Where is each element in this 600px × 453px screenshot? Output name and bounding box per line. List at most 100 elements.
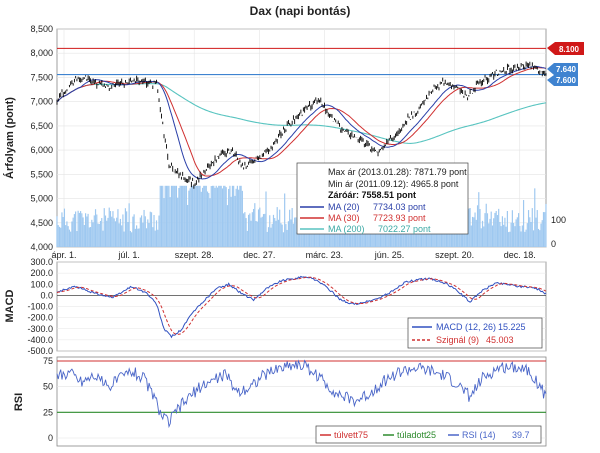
volume-bar: [240, 185, 242, 247]
volume-bar: [534, 188, 536, 247]
volume-bar: [119, 218, 122, 247]
volume-bar: [545, 203, 547, 247]
price-series: [56, 47, 547, 189]
ma20-line: [56, 66, 547, 180]
rsi-y-axis-label: RSI: [13, 393, 25, 411]
volume-bar: [442, 226, 444, 247]
volume-bar: [219, 185, 221, 247]
volume-bar: [424, 223, 426, 247]
volume-bar: [498, 208, 500, 247]
volume-bar: [94, 209, 97, 247]
rsi-line: [56, 359, 547, 429]
macd-y-tick: 0.0: [40, 290, 53, 300]
price-y-tick: 4,500: [30, 218, 53, 228]
volume-bar: [167, 185, 169, 247]
macd-legend: MACD (12, 26) 15.225 Szignál (9) 45.003: [407, 317, 543, 349]
volume-bar: [194, 185, 196, 247]
volume-bar: [173, 185, 175, 247]
volume-bar: [244, 212, 246, 247]
volume-bar: [414, 230, 416, 247]
volume-bar: [402, 231, 404, 247]
volume-bar: [215, 185, 217, 247]
volume-bar: [162, 185, 164, 247]
volume-bar: [259, 207, 261, 247]
volume-bar: [376, 227, 378, 247]
volume-bar: [279, 209, 281, 247]
chart-title: Dax (napi bontás): [250, 4, 351, 18]
volume-bar: [459, 232, 461, 247]
volume-bar: [296, 232, 298, 247]
volume-bar: [270, 227, 272, 247]
legend-ma200-name: MA (200): [328, 224, 365, 234]
volume-bar: [199, 185, 201, 247]
legend-signal-value: 45.003: [486, 335, 514, 345]
volume-bar: [70, 231, 72, 247]
volume-bar: [164, 185, 166, 247]
volume-bar: [510, 222, 512, 247]
volume-bar: [353, 227, 355, 247]
rsi-y-tick: 50: [43, 382, 53, 392]
volume-bar: [88, 227, 90, 247]
volume-bar: [107, 217, 109, 247]
rsi-y-tick: 25: [43, 407, 53, 417]
volume-bar: [200, 191, 202, 247]
volume-bar: [102, 230, 104, 247]
price-tag-7640-label: 7.640: [556, 65, 577, 74]
volume-bar: [117, 209, 119, 247]
volume-bar: [63, 208, 66, 247]
macd-y-tick: 100.0: [30, 279, 53, 289]
volume-bar: [521, 225, 523, 247]
volume-bar: [301, 231, 303, 247]
volume-bar: [247, 214, 250, 247]
volume-bar: [493, 218, 495, 247]
volume-bar: [204, 185, 206, 247]
volume-bar: [236, 185, 238, 247]
volume-bar: [291, 207, 293, 247]
volume-bar: [72, 217, 74, 247]
volume-bar: [93, 215, 95, 247]
volume-bar: [220, 185, 222, 247]
volume-bar: [214, 187, 216, 247]
volume-bar: [408, 227, 410, 247]
volume-bar: [342, 231, 344, 247]
volume-bar: [488, 223, 490, 247]
volume-bar: [157, 229, 159, 247]
price-panel: 8,500 8,000 7,500 7,000 6,500 6,000 5,500 5,000…: [3, 24, 584, 260]
legend-min-price: Min ár (2011.09.12): 4965.8 pont: [328, 179, 459, 189]
volume-bar: [223, 185, 225, 247]
volume-bar: [128, 203, 130, 247]
volume-bar: [450, 232, 452, 247]
volume-bar: [420, 225, 423, 247]
volume-bar: [98, 224, 100, 247]
volume-bar: [225, 187, 227, 247]
volume-bar: [524, 231, 526, 247]
volume-bar: [532, 230, 535, 247]
volume-bar: [126, 211, 128, 247]
volume-bar: [106, 220, 108, 247]
volume-bar: [294, 217, 296, 247]
volume-bar: [500, 226, 502, 247]
price-tag-8100: 8.100: [547, 42, 584, 55]
volume-bar: [478, 192, 480, 247]
legend-signal-name: Szignál (9): [436, 335, 479, 345]
volume-tick-100: 100: [551, 215, 566, 225]
macd-y-tick: -400.0: [27, 335, 53, 345]
rsi-legend: túlvett 75 túladott 25 RSI (14) 39.7: [315, 425, 542, 444]
volume-bar: [535, 217, 537, 247]
macd-y-tick: -200.0: [27, 313, 53, 323]
volume-bar: [516, 217, 518, 247]
volume-bar: [277, 219, 280, 247]
volume-bar: [78, 212, 80, 247]
volume-bar: [407, 230, 409, 247]
volume-bar: [366, 227, 368, 247]
volume-bar: [374, 222, 377, 247]
volume-bar: [96, 214, 98, 247]
volume-bar: [165, 185, 168, 247]
legend-oversold-name: túladott: [397, 430, 427, 440]
volume-bar: [295, 217, 297, 247]
volume-bar: [73, 214, 75, 247]
volume-bar: [511, 210, 513, 247]
volume-bar: [503, 224, 505, 247]
legend-close-price: Záróár: 7558.51 pont: [328, 190, 416, 200]
volume-bar: [300, 226, 302, 247]
